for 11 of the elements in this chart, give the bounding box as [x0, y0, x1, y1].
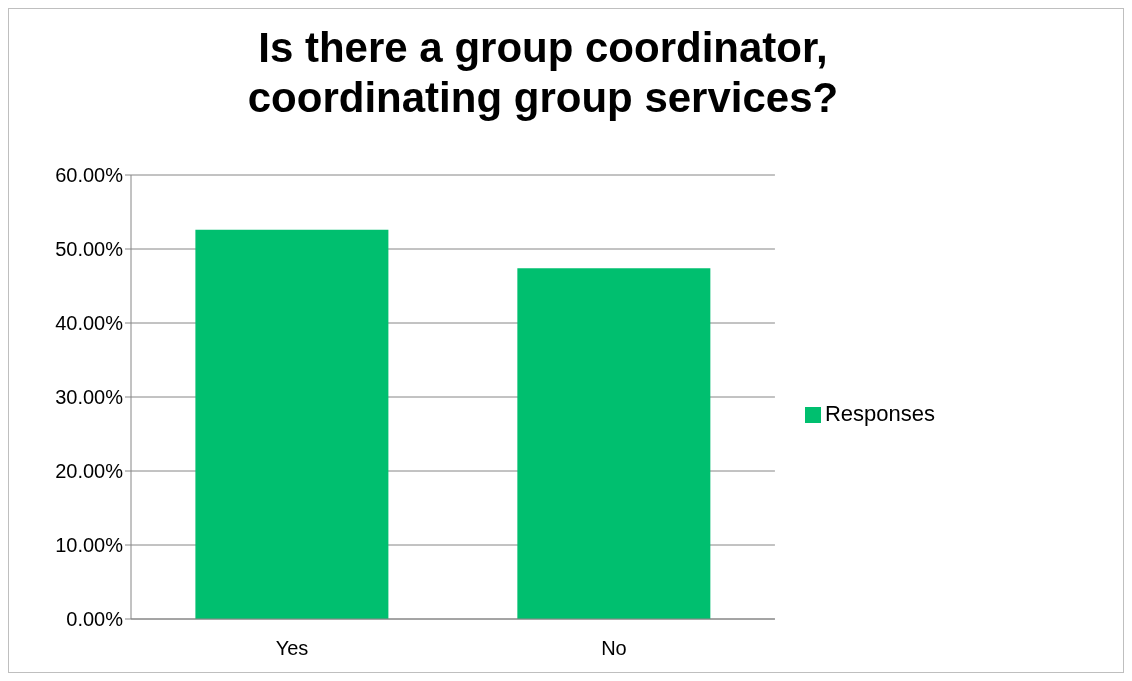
- y-tick-label: 30.00%: [55, 386, 124, 409]
- y-tick-label: 10.00%: [55, 534, 124, 557]
- y-tick-label: 40.00%: [55, 312, 124, 335]
- x-tick-label: Yes: [275, 637, 309, 660]
- legend-label: Responses: [824, 401, 935, 426]
- y-tick-label: 60.00%: [55, 164, 124, 187]
- y-tick-label: 0.00%: [66, 608, 124, 631]
- x-tick-label: No: [601, 637, 627, 660]
- y-tick-label: 20.00%: [55, 460, 124, 483]
- y-tick-label: 50.00%: [55, 238, 124, 261]
- chart-title: Is there a group coordinator, coordinating group services?: [246, 23, 840, 123]
